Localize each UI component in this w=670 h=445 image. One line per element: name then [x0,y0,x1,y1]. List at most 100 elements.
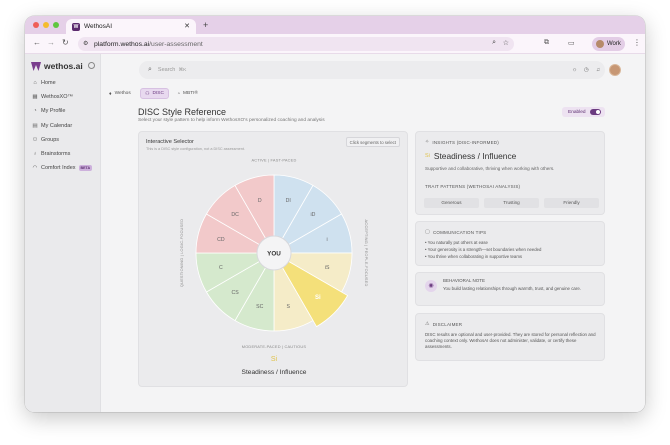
bookmark-star-icon[interactable]: ☆ [502,40,509,47]
sidebar-item-brainstorms[interactable]: ♁ Brainstorms [32,151,70,157]
axis-bottom-label: MODERATE-PACED | CAUTIOUS [242,344,307,349]
wethos-tab-icon: ♦ [109,90,112,97]
selected-name: Steadiness / Influence [241,369,307,376]
sidebar-item-my-profile[interactable]: ◔ My Profile [32,108,65,114]
sidebar-item-label: My Profile [41,108,66,115]
page-title: DISC Style Reference [138,107,227,117]
wheel-segment-label: D [258,198,262,204]
comfort-icon: ◠ [32,165,38,172]
new-tab-icon[interactable]: + [203,20,209,30]
info-icon: ◉ [425,280,437,292]
wheel-segment-label: CD [217,237,225,243]
reload-icon[interactable]: ↻ [62,38,69,47]
search-icon: ⌕ [148,66,152,73]
url-domain: platform.wethos.ai [94,40,150,48]
main-content: ⌕ Search ⌘K ☼ ◷ ♫ ♦ Wethos ⚇ DISC ◔ MBTI® D… [101,54,645,412]
tab-label: DISC [152,91,164,96]
close-tab-icon[interactable]: ✕ [184,23,190,30]
warning-icon: ⚠ [425,321,430,327]
clock-icon[interactable]: ◷ [584,67,589,73]
wheel-segment-si[interactable] [272,251,349,328]
sidebar-item-label: My Calendar [41,122,73,129]
sidebar-item-comfort-index[interactable]: ◠ Comfort Index BETA [32,165,93,172]
grid-icon: ▦ [32,94,38,101]
extensions-icon[interactable]: ⧉ [544,39,549,46]
wheel-segment-label: i [327,237,328,243]
profile-avatar [596,40,604,48]
wheel-center-label: YOU [267,251,281,258]
insights-label: ✧ INSIGHTS (DISC-INFORMED) [425,139,499,145]
insights-panel: ✧ INSIGHTS (DISC-INFORMED) Si Steadiness /… [415,131,605,215]
theme-icon[interactable]: ☼ [572,67,578,73]
maximize-window-icon[interactable] [53,22,59,28]
tab-disc[interactable]: ⚇ DISC [140,88,169,99]
disc-wheel[interactable]: DI iD i iS Si S SC CS C CD DC D YOU ACTIVE | FAST-P… [139,132,409,388]
browser-window: W WethosAI ✕ + ← → ↻ ⚙ platform.wethos.a… [25,16,645,412]
wheel-segment-label: iD [310,212,315,218]
tip-item: • Your generosity is a strength—set boun… [425,247,542,252]
brand-logo[interactable]: wethos.ai [31,61,83,71]
sidebar-item-label: Groups [41,136,60,143]
axis-left-label: QUESTIONING | LOGIC-FOCUSED [179,219,184,287]
calendar-icon: ▤ [32,122,38,129]
sidebar-item-label: WethosXO™ [41,94,73,101]
tab-mbti[interactable]: ◔ MBTI® [173,88,202,99]
tab-title: WethosAI [84,23,113,30]
insights-description: Supportive and collaborative, thriving w… [425,166,555,171]
wheel-segment-label: Si [315,295,321,301]
forward-icon[interactable]: → [47,38,55,47]
communication-tips-panel: ▢ COMMUNICATION TIPS • You naturally put … [415,221,605,266]
behavioral-text: You build lasting relationships through … [443,286,581,291]
sidebar-item-wethosxo[interactable]: ▦ WethosXO™ [32,94,73,100]
zoom-icon[interactable]: ⌕ [492,39,496,46]
selector-subtitle: This is a DISC style configuration, not … [146,147,245,151]
trait-chip: Friendly [544,198,599,208]
wheel-center [256,235,292,271]
notification-bell-icon[interactable]: ♫ [596,67,601,73]
bulb-icon: ♁ [32,151,38,157]
wheel-segment-label: iS [325,265,330,271]
disclaimer-label: ⚠ DISCLAIMER [425,321,463,327]
home-icon: ⌂ [33,80,37,86]
url-field[interactable]: ⚙ platform.wethos.ai/user-assessment ⌕ ☆ [78,37,514,51]
tab-wethos[interactable]: ♦ Wethos [105,88,135,99]
browser-tab[interactable]: W WethosAI ✕ [66,19,196,34]
brand-name: wethos.ai [44,61,83,71]
toggle-switch[interactable] [590,109,601,115]
url-path: /user-assessment [149,40,203,48]
sidebar-item-groups[interactable]: ⚇ Groups [32,136,60,143]
sidebar-item-home[interactable]: ⌂ Home [32,80,55,86]
sparkle-icon: ✧ [425,139,430,145]
address-bar-row: ← → ↻ ⚙ platform.wethos.ai/user-assessme… [25,34,645,54]
browser-menu-icon[interactable]: ⋮ [633,38,641,47]
search-shortcut: ⌘K [178,67,187,73]
sidebar: wethos.ai ⌂ Home ▦ WethosXO™ ◔ My Profile ▤ My … [25,54,101,412]
trait-chip: Trusting [484,198,539,208]
insights-code: Si [425,153,430,159]
insights-title: Si Steadiness / Influence [425,151,517,161]
site-settings-icon[interactable]: ⚙ [83,41,89,47]
user-avatar[interactable] [609,64,621,76]
minimize-window-icon[interactable] [43,22,49,28]
enabled-label: Enabled [568,109,586,115]
interactive-selector-card: Interactive Selector This is a DISC styl… [138,131,408,387]
wheel-segment-label: S [287,304,291,310]
split-view-icon[interactable]: ▭ [568,40,575,47]
collapse-sidebar-icon[interactable] [88,62,95,69]
sidebar-item-label: Brainstorms [41,151,71,157]
groups-icon: ⚇ [32,136,38,143]
enabled-toggle[interactable]: Enabled [562,107,605,117]
mbti-icon: ◔ [177,90,181,97]
communication-label: ▢ COMMUNICATION TIPS [425,229,487,235]
selector-title: Interactive Selector [146,139,194,145]
people-icon: ⚇ [145,90,150,97]
sidebar-item-my-calendar[interactable]: ▤ My Calendar [32,123,72,129]
tab-bar: W WethosAI ✕ + [25,16,645,34]
search-input[interactable]: ⌕ Search ⌘K [139,61,605,79]
back-icon[interactable]: ← [33,38,41,47]
profile-button[interactable]: Work [592,37,625,51]
selected-code: Si [270,356,278,363]
wheel-segment-d[interactable] [234,174,275,255]
close-window-icon[interactable] [33,22,39,28]
wheel-segment-label: C [219,265,223,271]
